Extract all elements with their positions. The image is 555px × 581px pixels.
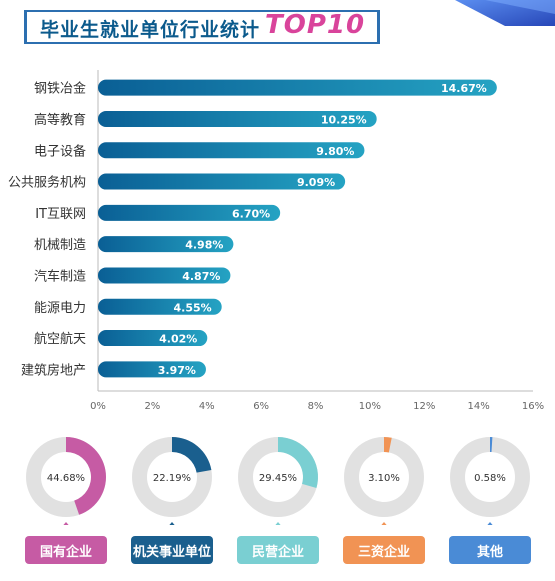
donut-category-label: 其他 (449, 536, 531, 564)
donut-value-label: 44.68% (47, 473, 85, 484)
category-label: IT互联网 (35, 207, 86, 222)
donut-value-label: 3.10% (368, 473, 400, 484)
bar-value-label: 3.97% (158, 364, 196, 377)
bar-value-label: 14.67% (441, 82, 487, 95)
donut-segment (66, 437, 107, 515)
x-tick-label: 10% (359, 401, 381, 412)
pointer-icon (63, 522, 69, 525)
industry-bar-chart: 钢铁冶金 14.67% 高等教育 10.25% 电子设备 9.80% 公共服务机构 9.09%… (8, 70, 544, 412)
x-tick-label: 12% (413, 401, 435, 412)
bar-value-label: 10.25% (321, 113, 367, 126)
bar-value-label: 6.70% (232, 207, 270, 220)
donut-segment (172, 437, 212, 473)
bar-value-label: 9.09% (297, 176, 335, 189)
title-accent: TOP10 (265, 10, 366, 40)
donut-value-label: 0.58% (474, 473, 506, 484)
donut-segment (490, 437, 493, 453)
donut-value-label: 22.19% (153, 473, 191, 484)
donut-value-label: 29.45% (259, 473, 297, 484)
x-tick-label: 4% (199, 401, 215, 412)
bar-value-label: 9.80% (316, 145, 354, 158)
donut-category-label: 机关事业单位 (131, 536, 213, 564)
employer-type-donuts: 44.68% 22.19% 29.45% 3.10% 0.58% (26, 437, 530, 525)
x-tick-label: 8% (308, 401, 324, 412)
donut-segment (278, 437, 318, 489)
bar (98, 330, 208, 347)
bar (98, 361, 206, 378)
title-box (24, 10, 380, 44)
pointer-icon (381, 522, 387, 525)
bar (98, 79, 497, 96)
donut-category-label: 民营企业 (237, 536, 319, 564)
page-title: 毕业生就业单位行业统计 (40, 19, 261, 41)
pointer-icon (275, 522, 281, 525)
bar (98, 142, 365, 159)
bar (98, 204, 281, 221)
x-tick-label: 6% (253, 401, 269, 412)
category-label: 钢铁冶金 (34, 81, 86, 97)
bar-value-label: 4.02% (159, 333, 197, 346)
donut-category-label: 三资企业 (343, 536, 425, 564)
bar (98, 110, 377, 127)
bar (98, 173, 346, 190)
x-tick-label: 14% (468, 401, 490, 412)
category-label: 公共服务机构 (8, 175, 86, 191)
donut-segment (384, 437, 392, 453)
x-tick-label: 2% (144, 401, 160, 412)
category-label: 电子设备 (34, 143, 86, 159)
bar-value-label: 4.87% (182, 270, 220, 283)
category-label: 能源电力 (34, 301, 86, 316)
pointer-icon (169, 522, 175, 525)
bar-value-label: 4.98% (185, 239, 223, 252)
bar-value-label: 4.55% (174, 301, 212, 314)
donut-category-label: 国有企业 (25, 536, 107, 564)
x-tick-label: 16% (522, 401, 544, 412)
bar (98, 236, 234, 253)
bar (98, 298, 222, 315)
category-label: 航空航天 (34, 331, 86, 347)
pointer-icon (487, 522, 493, 525)
category-label: 建筑房地产 (21, 362, 86, 378)
category-label: 汽车制造 (34, 268, 86, 284)
corner-decoration-icon (455, 0, 555, 26)
x-tick-label: 0% (90, 401, 106, 412)
bar (98, 267, 231, 284)
category-label: 高等教育 (34, 112, 86, 128)
category-label: 机械制造 (34, 238, 86, 253)
